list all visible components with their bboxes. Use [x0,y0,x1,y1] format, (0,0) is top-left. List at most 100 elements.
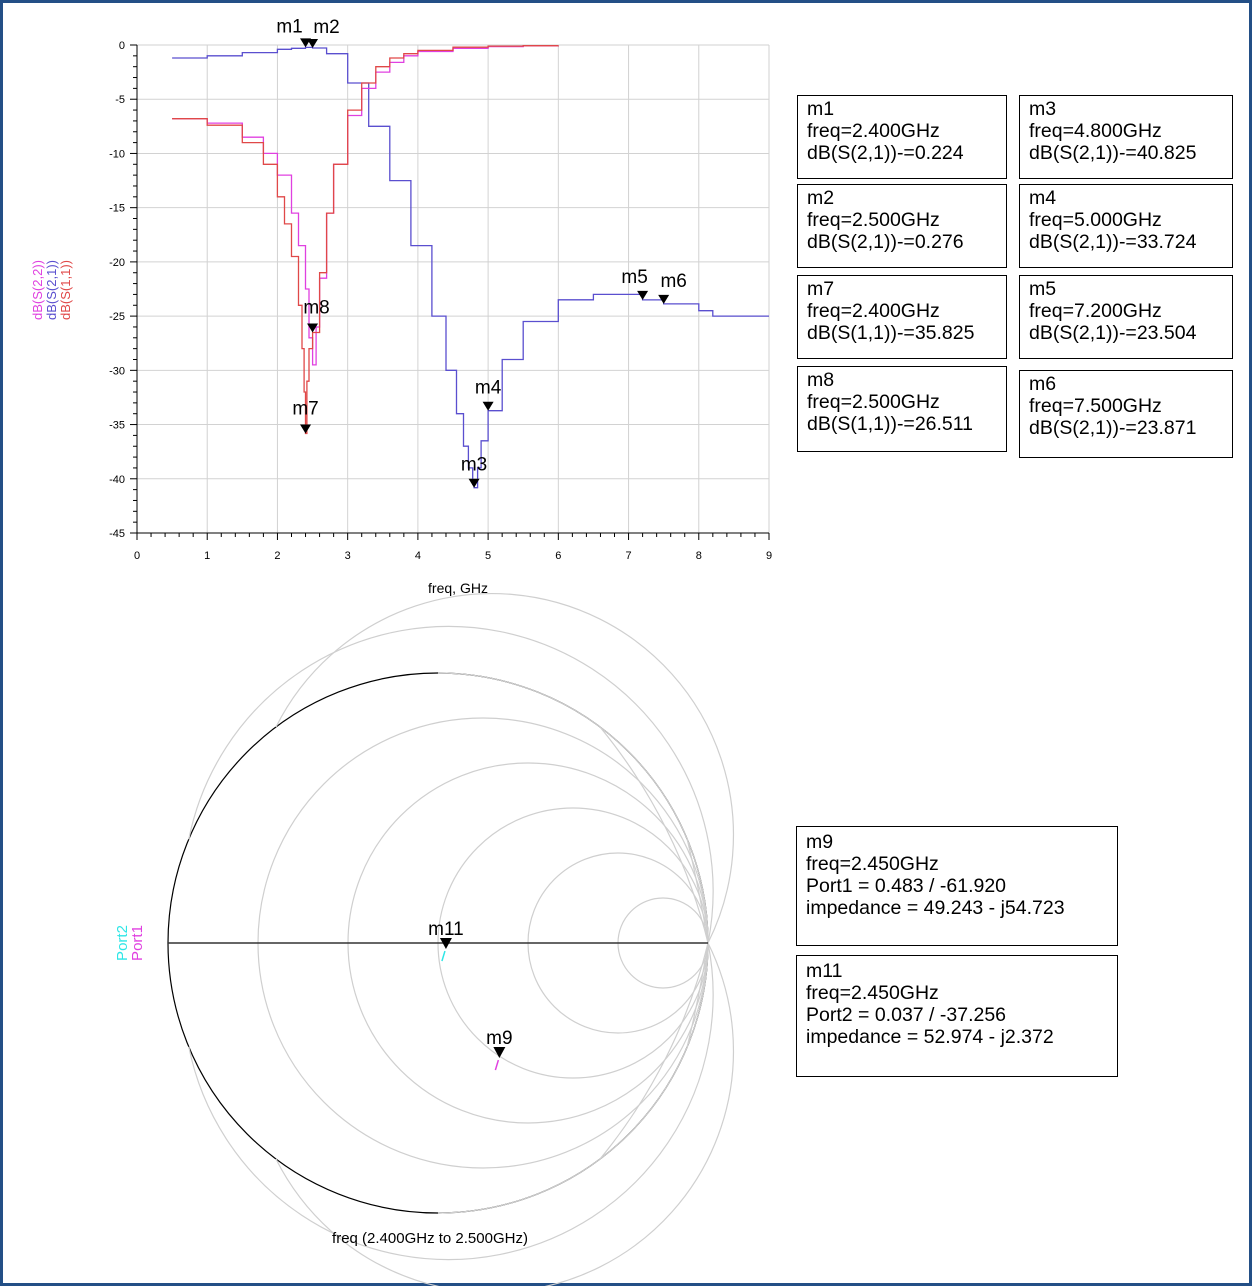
marker-box-line: m5 [1029,278,1057,300]
marker-box-line: freq=2.400GHz [807,300,940,322]
marker-box-line: freq=2.400GHz [807,120,940,142]
marker-m1-label: m1 [276,16,302,37]
smith-reactance-arc [599,726,709,944]
marker-box-m2: m2 freq=2.500GHz dB(S(2,1))-=0.276 [797,184,1007,268]
marker-m4-triangle [482,401,494,411]
marker-m9-label: m9 [486,1028,512,1049]
x-tick-label: 7 [625,550,631,562]
marker-box-m6: m6 freq=7.500GHz dB(S(2,1))-=23.871 [1019,370,1233,458]
marker-box-line: dB(S(2,1))-=0.224 [807,142,964,164]
smith-trace-label: Port2 [114,925,131,961]
marker-box-line: dB(S(2,1))-=40.825 [1029,142,1197,164]
y-tick-label: -5 [115,94,125,106]
x-tick-label: 1 [204,550,210,562]
smith-trace-Port2 [441,950,446,962]
smith-reactance-arc [599,942,709,1160]
marker-box-line: m7 [807,278,835,300]
series-line [172,45,559,435]
y-axis-label: dB(S(2,2)) [30,260,45,320]
marker-box-line: freq=2.450GHz [806,982,939,1004]
x-tick-label: 2 [274,550,280,562]
marker-box-m8: m8 freq=2.500GHz dB(S(1,1))-=26.511 [797,366,1007,452]
x-tick-label: 5 [485,550,491,562]
smith-reactance-arc [275,592,735,944]
series-line [172,46,769,489]
marker-box-m1: m1 freq=2.400GHz dB(S(2,1))-=0.224 [797,95,1007,179]
y-tick-label: -25 [109,311,125,323]
marker-box-line: dB(S(1,1))-=26.511 [807,413,974,435]
marker-box-line: m11 [806,960,843,982]
smith-trace-label: Port1 [129,925,146,961]
smith-trace-Port1 [494,1059,500,1071]
marker-box-line: freq=5.000GHz [1029,209,1162,231]
marker-m5-triangle [637,290,649,300]
marker-box-line: freq=2.500GHz [807,209,940,231]
smith-reactance-arc [437,672,709,944]
marker-m9-triangle [493,1047,506,1059]
marker-m4-label: m4 [475,378,502,399]
smith-reactance-arc [188,625,714,944]
marker-m8-label: m8 [303,297,329,318]
marker-m5-label: m5 [621,267,647,288]
x-tick-label: 0 [134,550,140,562]
y-axis-label: dB(S(2,1)) [44,260,59,320]
marker-box-m9: m9 freq=2.450GHz Port1 = 0.483 / -61.920… [796,826,1118,946]
x-tick-label: 9 [766,550,772,562]
marker-box-line: freq=7.200GHz [1029,300,1162,322]
marker-m2-triangle [307,38,319,48]
marker-m7-triangle [300,424,312,434]
marker-box-line: m1 [807,98,835,120]
x-tick-label: 8 [696,550,702,562]
smith-reactance-arc [437,942,709,1214]
marker-box-line: m6 [1029,373,1057,395]
marker-box-line: dB(S(2,1))-=23.504 [1029,322,1197,344]
marker-box-line: m9 [806,831,834,853]
marker-box-m4: m4 freq=5.000GHz dB(S(2,1))-=33.724 [1019,184,1233,268]
marker-box-m3: m3 freq=4.800GHz dB(S(2,1))-=40.825 [1019,95,1233,179]
marker-box-m5: m5 freq=7.200GHz dB(S(2,1))-=23.504 [1019,275,1233,359]
marker-box-line: m4 [1029,187,1057,209]
marker-m6-triangle [658,294,670,304]
marker-box-line: m3 [1029,98,1057,120]
marker-m3-triangle [468,478,480,488]
marker-box-line: dB(S(2,1))-=23.871 [1029,417,1197,439]
y-tick-label: -35 [109,420,125,432]
marker-box-line: dB(S(1,1))-=35.825 [807,322,975,344]
marker-m6-label: m6 [660,271,686,292]
marker-m3-label: m3 [461,455,487,476]
marker-box-line: impedance = 52.974 - j2.372 [806,1026,1054,1048]
x-tick-label: 3 [345,550,351,562]
marker-box-m7: m7 freq=2.400GHz dB(S(1,1))-=35.825 [797,275,1007,359]
marker-m11-label: m11 [428,919,464,940]
marker-m2-label: m2 [313,17,339,38]
x-axis-label: freq, GHz [428,580,488,596]
marker-box-line: freq=7.500GHz [1029,395,1162,417]
marker-box-line: Port2 = 0.037 / -37.256 [806,1004,1007,1026]
marker-box-line: m2 [807,187,835,209]
x-tick-label: 6 [555,550,561,562]
y-tick-label: 0 [119,40,125,52]
y-tick-label: -45 [109,528,125,540]
y-tick-label: -40 [109,474,125,486]
y-tick-label: -30 [109,365,125,377]
marker-m7-label: m7 [292,399,318,420]
marker-box-line: freq=2.450GHz [806,853,939,875]
x-tick-label: 4 [415,550,421,562]
y-tick-label: -15 [109,203,125,215]
smith-reactance-arc [275,942,735,1286]
y-tick-label: -20 [109,257,125,269]
marker-box-line: Port1 = 0.483 / -61.920 [806,875,1007,897]
marker-box-m11: m11 freq=2.450GHz Port2 = 0.037 / -37.25… [796,955,1118,1077]
smith-reactance-arc [188,942,714,1261]
marker-m8-triangle [307,323,319,333]
marker-box-line: dB(S(2,1))-=0.276 [807,231,964,253]
marker-box-line: freq=4.800GHz [1029,120,1162,142]
marker-box-line: m8 [807,369,835,391]
marker-box-line: impedance = 49.243 - j54.723 [806,897,1065,919]
smith-x-label: freq (2.400GHz to 2.500GHz) [332,1230,528,1247]
y-tick-label: -10 [109,148,125,160]
marker-box-line: dB(S(2,1))-=33.724 [1029,231,1197,253]
marker-box-line: freq=2.500GHz [807,391,940,413]
marker-m11-triangle [439,938,452,950]
